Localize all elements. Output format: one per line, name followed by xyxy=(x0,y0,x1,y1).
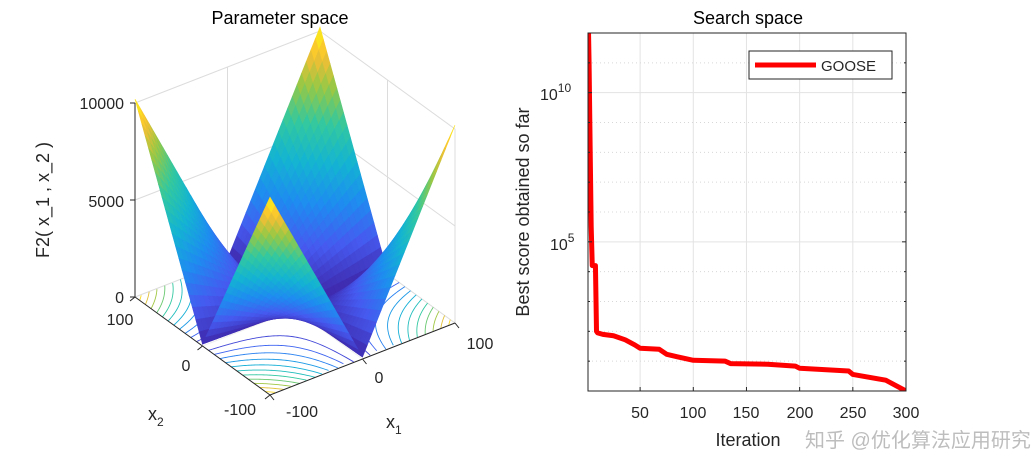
contour-line xyxy=(225,358,329,371)
x-axis-label: Iteration xyxy=(715,430,780,450)
x-tick-100: 100 xyxy=(680,405,707,422)
contour-line xyxy=(416,302,428,337)
contour-line xyxy=(139,295,142,301)
svg-text:1010: 1010 xyxy=(540,81,571,104)
tick-marks xyxy=(588,62,907,391)
contour-line xyxy=(236,369,316,378)
grid xyxy=(588,33,906,391)
grid-line xyxy=(134,30,321,104)
x2-tick-100: 100 xyxy=(107,312,134,329)
x-tick-150: 150 xyxy=(733,405,760,422)
surface-patch xyxy=(432,159,442,178)
contour-line xyxy=(219,352,338,369)
x-tick-50: 50 xyxy=(631,405,649,422)
convergence-curve xyxy=(588,33,906,391)
x1-label: x1 xyxy=(386,412,402,437)
surface xyxy=(134,26,456,358)
x1-tick-mark xyxy=(454,322,460,329)
x2-tick-mark xyxy=(129,296,136,302)
contour-line xyxy=(440,315,446,329)
contour-line xyxy=(387,290,411,346)
legend: GOOSE xyxy=(748,50,893,80)
x1-tick-mark xyxy=(269,394,275,401)
contour-line xyxy=(448,319,451,325)
surface-patch xyxy=(134,98,144,120)
axes-lines xyxy=(129,102,460,401)
x-tick-300: 300 xyxy=(893,405,920,422)
z-tick-5000: 5000 xyxy=(88,194,124,211)
contour-line xyxy=(432,311,440,331)
svg-text:x2: x2 xyxy=(148,404,164,429)
surface-patch xyxy=(266,196,275,213)
y-tick-1e5: 105 xyxy=(550,231,575,254)
contour-line xyxy=(407,298,423,341)
contour-line xyxy=(265,391,275,393)
contour-line xyxy=(253,382,291,387)
contour-line xyxy=(156,285,166,314)
contour-line xyxy=(231,364,323,375)
x2-label: x2 xyxy=(148,404,164,429)
contour-line xyxy=(208,335,354,363)
axes-box xyxy=(587,32,907,392)
contour-line xyxy=(248,378,300,384)
y-axis-label: Best score obtained so far xyxy=(513,107,533,316)
contour-line xyxy=(259,387,284,390)
series-line-goose xyxy=(588,33,906,391)
contour-line xyxy=(214,344,344,365)
x-tick-200: 200 xyxy=(787,405,814,422)
x2-tick-mark xyxy=(264,394,271,400)
parameter-space-plot: Parameter space 10000 5000 0 100 0 -100 … xyxy=(33,8,493,437)
legend-label: GOOSE xyxy=(821,58,876,75)
x1-tick-100: 100 xyxy=(467,336,494,353)
x-tick-250: 250 xyxy=(840,405,867,422)
svg-text:105: 105 xyxy=(550,231,575,254)
x1-tick-0: 0 xyxy=(375,370,384,387)
contour-line xyxy=(150,289,158,309)
contour-line xyxy=(397,294,417,344)
contour-line xyxy=(167,279,183,322)
x2-tick-mark xyxy=(197,345,203,351)
x1-tick-minus100: -100 xyxy=(286,404,318,421)
y-tick-1e10: 1010 xyxy=(540,81,571,104)
x2-tick-minus100: -100 xyxy=(224,402,256,419)
watermark: 知乎 @优化算法应用研究 xyxy=(805,429,1031,452)
svg-text:x1: x1 xyxy=(386,412,402,437)
contour-line xyxy=(242,374,307,381)
contour-line xyxy=(424,306,434,335)
z-tick-0: 0 xyxy=(115,290,124,307)
x1-tick-mark xyxy=(362,358,367,365)
contour-line xyxy=(144,291,150,305)
grid-line xyxy=(319,30,456,130)
z-tick-10000: 10000 xyxy=(80,96,125,113)
z-axis-label: F2( x_1 , x_2 ) xyxy=(33,142,54,258)
x2-tick-0: 0 xyxy=(182,358,191,375)
search-space-plot: Search space 50 100 150 200 250 300 1010… xyxy=(513,8,1031,452)
left-title: Parameter space xyxy=(211,8,348,28)
right-title: Search space xyxy=(693,8,803,28)
contour-line xyxy=(162,283,174,318)
